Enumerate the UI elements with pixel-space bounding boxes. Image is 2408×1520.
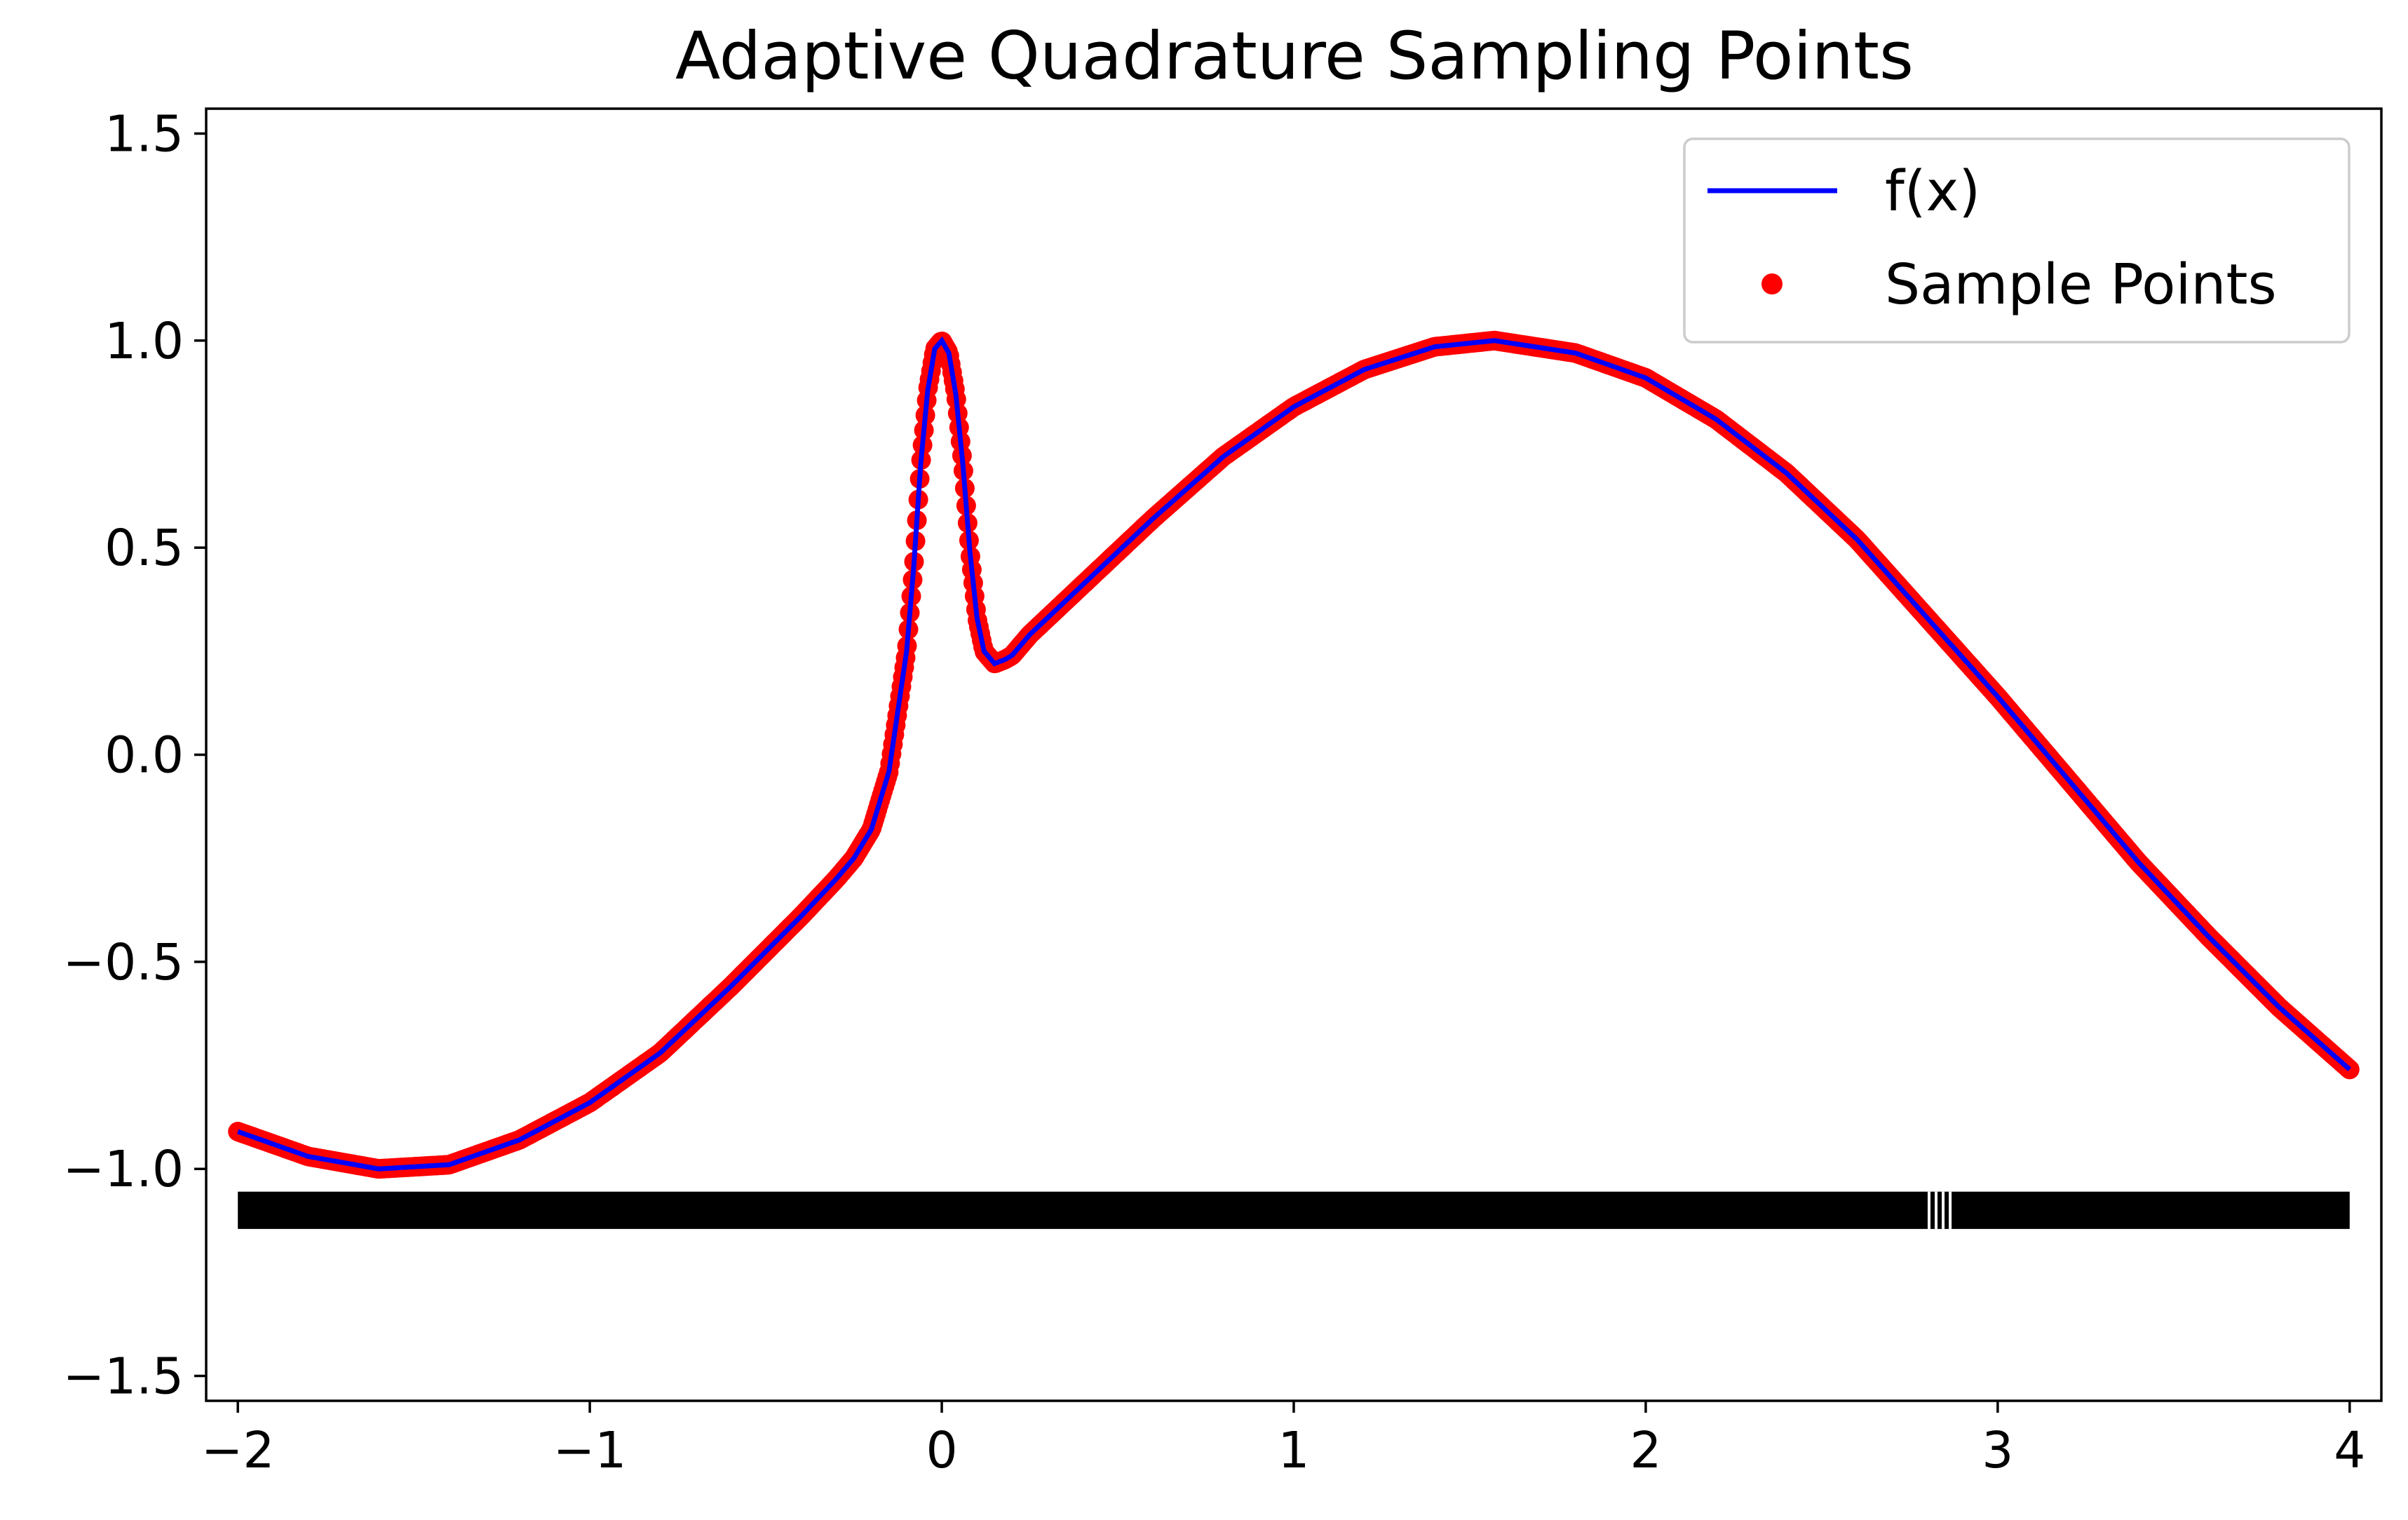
y-tick-label: 1.0 [104,312,184,370]
chart-title: Adaptive Quadrature Sampling Points [675,18,1914,95]
sample-rug [238,1191,2350,1229]
y-tick-label: −1.5 [63,1348,184,1406]
y-axis: −1.5 −1.0 −0.5 0.0 0.5 1.0 1.5 [63,104,206,1406]
legend-frame [1683,137,2350,344]
x-tick-label: 2 [1630,1421,1661,1479]
x-tick-label: −2 [201,1421,275,1479]
x-axis: −2 −1 0 1 2 3 4 [201,1401,2365,1479]
x-tick-label: −1 [553,1421,627,1479]
legend-label-fx: f(x) [1885,159,1980,224]
sample-rug-gap [1928,1191,1931,1229]
plot-area [228,330,2360,1229]
y-tick-label: 0.0 [104,726,184,785]
legend-marker-swatch [1761,273,1783,294]
sample-rug-gap [1935,1191,1938,1229]
fx-line [237,336,2352,1172]
legend-label-sample-points: Sample Points [1885,252,2277,317]
legend: f(x) Sample Points [1683,137,2350,344]
sample-rug-gap [1949,1191,1952,1229]
sample-rug-gap [1942,1191,1945,1229]
y-tick-label: −0.5 [63,933,184,991]
x-tick-label: 4 [2334,1421,2365,1479]
x-tick-label: 1 [1278,1421,1309,1479]
x-tick-label: 0 [926,1421,957,1479]
x-tick-label: 3 [1982,1421,2013,1479]
sample-rug-ticks [238,1191,2350,1229]
y-tick-label: 0.5 [104,519,184,577]
y-tick-label: −1.0 [63,1140,184,1198]
y-tick-label: 1.5 [104,104,184,163]
